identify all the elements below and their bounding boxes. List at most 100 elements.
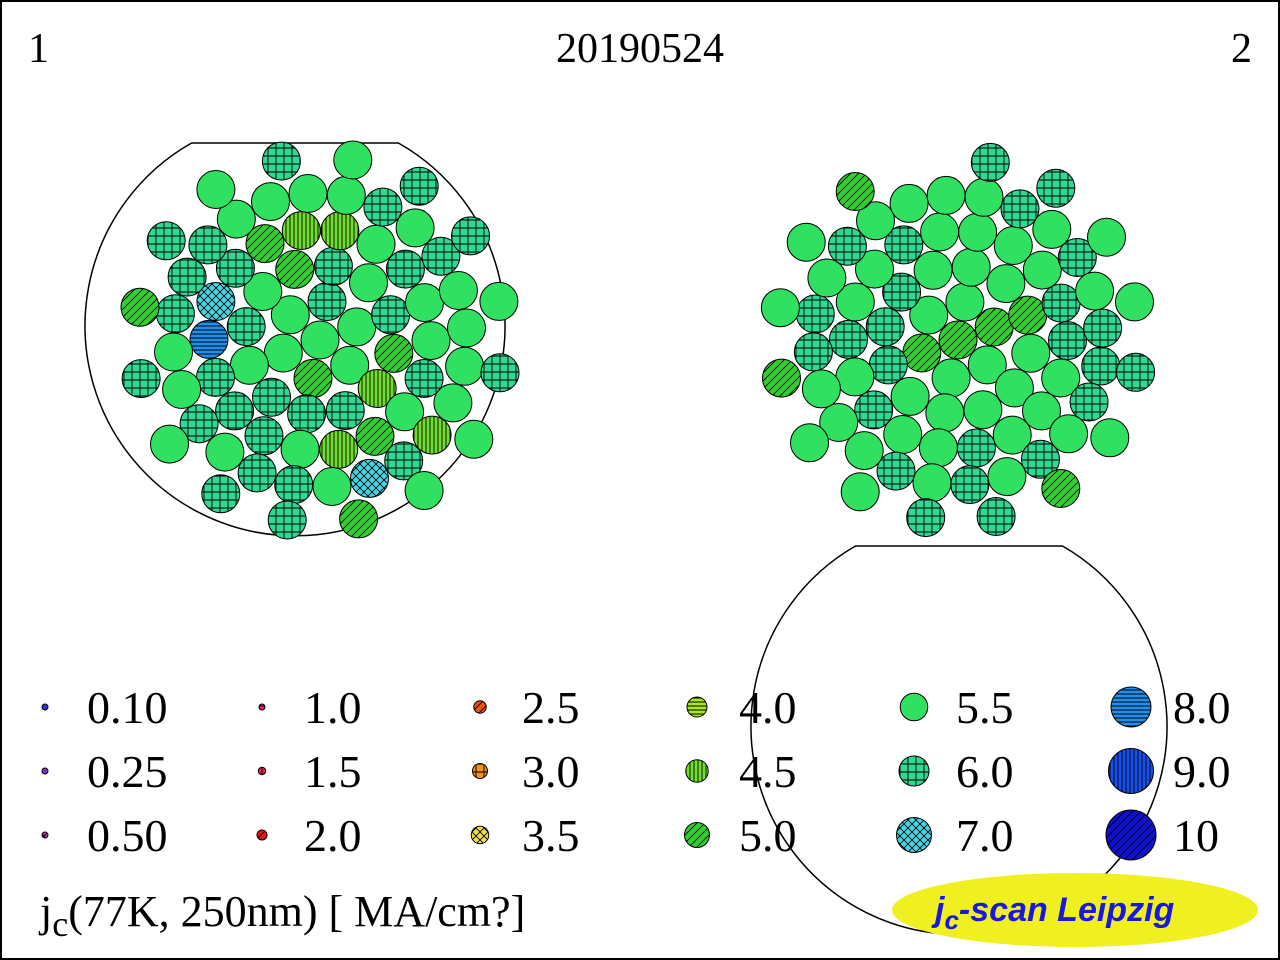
filament — [326, 175, 366, 215]
filament — [243, 272, 283, 311]
filament — [1081, 346, 1121, 386]
filament — [855, 249, 894, 289]
filament — [976, 497, 1016, 536]
legend-label-3.0: 3.0 — [522, 746, 580, 797]
filament — [385, 249, 425, 289]
filament — [216, 199, 256, 239]
filament — [267, 500, 307, 540]
filament — [451, 216, 490, 256]
filament — [856, 201, 895, 241]
legend-label-1.5: 1.5 — [304, 746, 362, 797]
legend-label-9.0: 9.0 — [1173, 746, 1231, 797]
filament — [244, 416, 284, 456]
wire-2-cross-section — [750, 142, 1168, 936]
filament — [333, 140, 373, 180]
date-title: 20190524 — [556, 26, 724, 72]
filament — [994, 368, 1034, 408]
filament — [261, 141, 301, 181]
filament — [1087, 217, 1126, 257]
legend-swatch-5.0 — [684, 822, 710, 848]
filament — [120, 287, 160, 327]
filament — [1021, 439, 1060, 479]
filament — [404, 471, 444, 510]
filament — [404, 359, 444, 398]
axis-label: jc(77K, 250nm) [ MA/cm?] — [38, 887, 525, 944]
filament — [150, 424, 189, 464]
filament — [884, 225, 924, 265]
filament — [196, 170, 236, 209]
filament — [1032, 209, 1072, 249]
legend-swatch-6.0 — [898, 755, 930, 787]
logo-text: jc-scan Leipzig — [931, 891, 1175, 935]
filament — [313, 246, 353, 286]
filament — [1048, 321, 1087, 361]
filament — [480, 353, 520, 393]
filament — [167, 257, 207, 297]
filament — [385, 392, 425, 432]
filament — [951, 247, 991, 287]
legend-swatch-8.0 — [1110, 686, 1152, 728]
filament — [890, 376, 930, 416]
legend-label-8.0: 8.0 — [1173, 682, 1231, 733]
filament — [945, 282, 985, 322]
filament — [1049, 414, 1089, 454]
filament — [274, 465, 314, 505]
filament — [371, 295, 411, 335]
filament — [1090, 418, 1130, 458]
legend-label-0.25: 0.25 — [87, 746, 168, 797]
filament — [889, 183, 929, 223]
legend-label-0.50: 0.50 — [87, 810, 168, 861]
filament — [438, 271, 478, 310]
filament — [835, 357, 875, 397]
legend-label-6.0: 6.0 — [956, 746, 1014, 797]
filament — [330, 345, 370, 385]
filament — [992, 415, 1032, 455]
filament — [196, 282, 236, 321]
filament — [974, 307, 1014, 347]
filament — [840, 472, 880, 512]
legend-swatch-9.0 — [1108, 748, 1154, 794]
wire-1-cross-section — [84, 140, 520, 540]
filament — [350, 458, 389, 498]
filament — [913, 250, 953, 290]
filament — [865, 307, 905, 347]
legend-swatch-3.0 — [472, 763, 488, 779]
filament — [986, 264, 1026, 304]
filament — [196, 357, 235, 397]
legend-label-1.0: 1.0 — [304, 682, 362, 733]
filament — [355, 416, 395, 456]
filament — [819, 403, 859, 442]
filament — [1116, 352, 1156, 392]
jc-legend: 0.10 0.25 0.50 1.0 1.5 2.0 2.5 3.0 3.5 4.0 4.5 5.0 5… — [41, 682, 1231, 861]
filament — [1041, 358, 1081, 398]
filament — [987, 457, 1027, 497]
filament — [445, 346, 485, 386]
legend-label-4.0: 4.0 — [739, 682, 797, 733]
filament — [835, 282, 875, 322]
axis-label-j: j — [38, 887, 52, 936]
filament — [1000, 189, 1040, 229]
filament — [339, 499, 379, 539]
filament — [762, 358, 801, 398]
legend-swatch-0.10 — [41, 703, 49, 711]
filament — [938, 320, 978, 360]
filament — [882, 272, 922, 312]
legend-swatch-10 — [1105, 809, 1157, 861]
filament — [1022, 391, 1061, 431]
filament — [793, 332, 833, 372]
wire-2-label: 2 — [1231, 26, 1252, 72]
filament — [252, 377, 291, 417]
filament — [1008, 295, 1048, 335]
filament — [179, 404, 219, 444]
filament — [421, 236, 461, 276]
filament — [162, 370, 202, 409]
filament — [1041, 469, 1081, 508]
legend-label-2.0: 2.0 — [304, 810, 362, 861]
filament — [395, 208, 435, 248]
filament — [790, 423, 829, 463]
filament — [319, 429, 359, 469]
filament — [189, 319, 229, 359]
legend-swatch-5.5 — [899, 692, 929, 722]
logo-rest: -scan Leipzig — [959, 891, 1175, 929]
legend-label-2.5: 2.5 — [522, 682, 580, 733]
